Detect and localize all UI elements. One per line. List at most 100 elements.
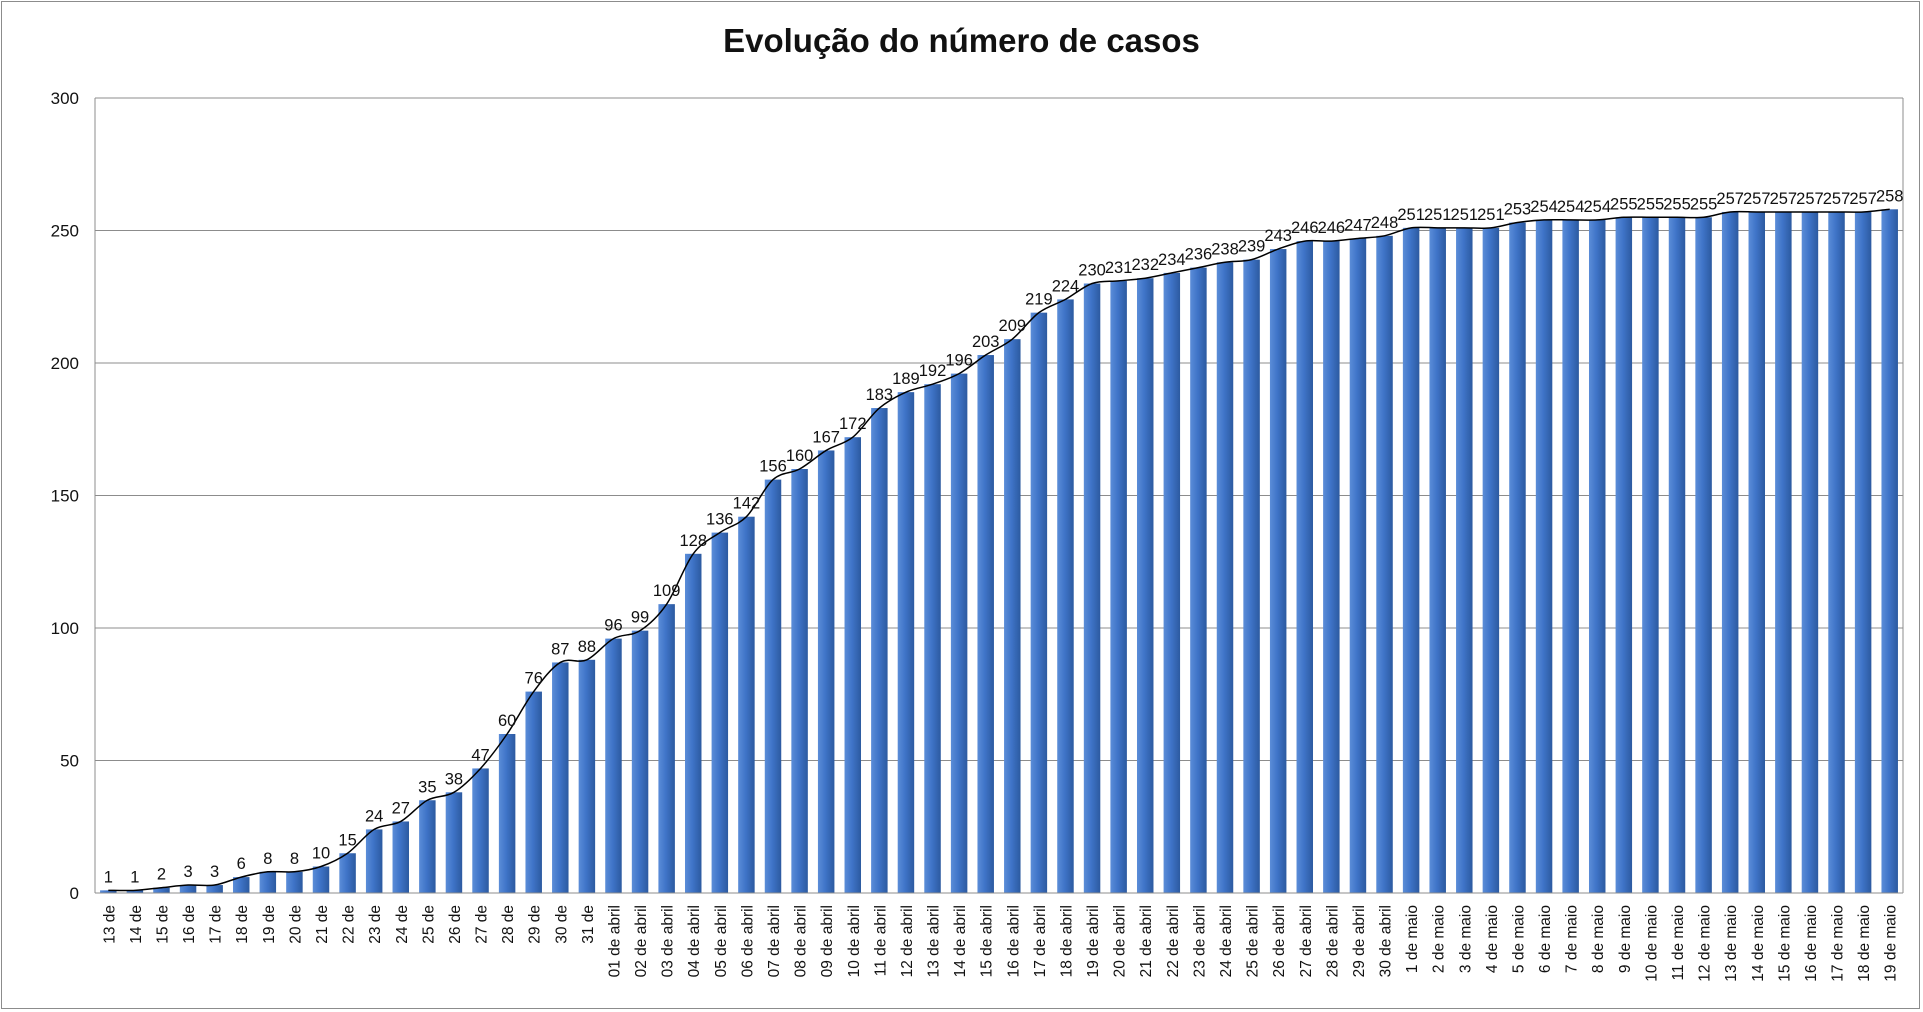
bar xyxy=(1482,227,1500,894)
x-tick-label: 20 de abril xyxy=(1112,905,1129,977)
x-tick-label: 18 de xyxy=(234,905,251,944)
x-tick-label: 16 de maio xyxy=(1803,905,1820,982)
bar xyxy=(472,768,489,893)
x-tick-label: 18 de abril xyxy=(1058,905,1075,977)
x-tick-label: 21 de xyxy=(314,905,331,944)
bar xyxy=(1243,259,1260,893)
bar xyxy=(1801,211,1819,893)
bar xyxy=(339,853,356,893)
data-label: 231 xyxy=(1105,259,1133,277)
data-label: 254 xyxy=(1530,198,1558,216)
x-tick-label: 26 de xyxy=(447,905,464,944)
bar xyxy=(1535,219,1553,893)
x-tick-label: 28 de abril xyxy=(1324,905,1341,977)
data-label: 136 xyxy=(706,511,734,529)
bar xyxy=(1269,249,1287,894)
x-tick-label: 12 de abril xyxy=(899,905,916,977)
x-tick-label: 2 de maio xyxy=(1431,905,1448,973)
bar xyxy=(286,871,303,893)
bar xyxy=(1030,312,1048,893)
data-label: 255 xyxy=(1610,195,1638,213)
x-tick-label: 12 de maio xyxy=(1697,905,1714,982)
data-label: 1 xyxy=(130,868,139,886)
bar xyxy=(1057,299,1074,893)
data-label: 3 xyxy=(210,863,219,881)
x-tick-label: 13 de abril xyxy=(926,905,943,977)
bar xyxy=(1376,235,1393,894)
x-tick-label: 01 de abril xyxy=(606,905,623,977)
data-label: 128 xyxy=(679,532,707,550)
data-label: 24 xyxy=(365,807,383,825)
bar xyxy=(392,821,410,893)
bar xyxy=(1296,241,1314,894)
data-label: 47 xyxy=(471,746,489,764)
data-label: 156 xyxy=(759,458,787,476)
x-tick-label: 19 de abril xyxy=(1085,905,1102,977)
data-label: 6 xyxy=(237,855,246,873)
bar xyxy=(924,384,941,893)
x-tick-label: 07 de abril xyxy=(766,905,783,977)
bar xyxy=(605,638,622,893)
x-tick-label: 8 de maio xyxy=(1590,905,1607,973)
data-label: 8 xyxy=(263,850,272,868)
bar xyxy=(950,373,968,894)
chart-title: Evolução do número de casos xyxy=(723,22,1200,59)
data-label: 257 xyxy=(1716,190,1744,208)
data-label: 239 xyxy=(1238,238,1266,256)
data-label: 248 xyxy=(1371,214,1399,232)
bar xyxy=(977,355,994,893)
trend-line xyxy=(108,208,1890,892)
x-tick-label: 1 de maio xyxy=(1404,905,1421,973)
data-label: 189 xyxy=(892,370,920,388)
bar xyxy=(764,479,782,893)
data-label: 27 xyxy=(392,799,410,817)
data-label: 254 xyxy=(1583,198,1611,216)
bar xyxy=(1695,217,1712,893)
data-label: 96 xyxy=(604,617,622,635)
bar xyxy=(1110,280,1127,894)
x-tick-label: 26 de abril xyxy=(1271,905,1288,977)
x-tick-label: 14 de xyxy=(128,905,145,944)
x-tick-label: 7 de maio xyxy=(1564,905,1581,973)
bar xyxy=(1721,211,1739,893)
x-tick-label: 28 de xyxy=(500,905,517,944)
x-tick-label: 17 de xyxy=(208,905,225,944)
y-tick-label: 300 xyxy=(51,89,79,108)
data-label: 247 xyxy=(1344,216,1372,234)
bar xyxy=(817,450,835,893)
data-label: 257 xyxy=(1823,190,1851,208)
x-tick-label: 27 de abril xyxy=(1298,905,1315,977)
data-label: 251 xyxy=(1424,206,1452,224)
data-label: 160 xyxy=(786,447,814,465)
y-axis: 0 50 100 150 200 250 300 xyxy=(51,89,1904,903)
bar xyxy=(153,887,170,893)
data-label: 60 xyxy=(498,712,516,730)
x-tick-label: 02 de abril xyxy=(633,905,650,977)
data-label: 246 xyxy=(1318,219,1346,237)
data-label: 257 xyxy=(1770,190,1798,208)
bar xyxy=(498,734,516,893)
data-label: 255 xyxy=(1663,195,1691,213)
data-label: 251 xyxy=(1397,206,1425,224)
bar xyxy=(206,885,223,893)
bar xyxy=(871,408,888,893)
bar xyxy=(1190,267,1207,894)
x-tick-label: 13 de xyxy=(101,905,118,944)
bar xyxy=(1429,227,1446,894)
data-label: 257 xyxy=(1743,190,1771,208)
x-tick-label: 11 de abril xyxy=(872,905,889,976)
x-tick-label: 3 de maio xyxy=(1457,905,1474,973)
bar xyxy=(1588,219,1606,893)
x-tick-label: 4 de maio xyxy=(1484,905,1501,973)
data-label: 257 xyxy=(1796,190,1824,208)
data-label: 255 xyxy=(1637,195,1665,213)
x-tick-label: 10 de abril xyxy=(846,905,863,977)
x-tick-label: 20 de xyxy=(287,905,304,944)
data-label: 142 xyxy=(733,495,761,513)
x-tick-label: 30 de abril xyxy=(1378,905,1395,977)
x-tick-label: 03 de abril xyxy=(660,905,677,977)
data-label: 76 xyxy=(525,670,543,688)
x-tick-label: 04 de abril xyxy=(686,905,703,977)
x-tick-label: 17 de abril xyxy=(1032,905,1049,977)
y-tick-label: 0 xyxy=(70,884,79,903)
